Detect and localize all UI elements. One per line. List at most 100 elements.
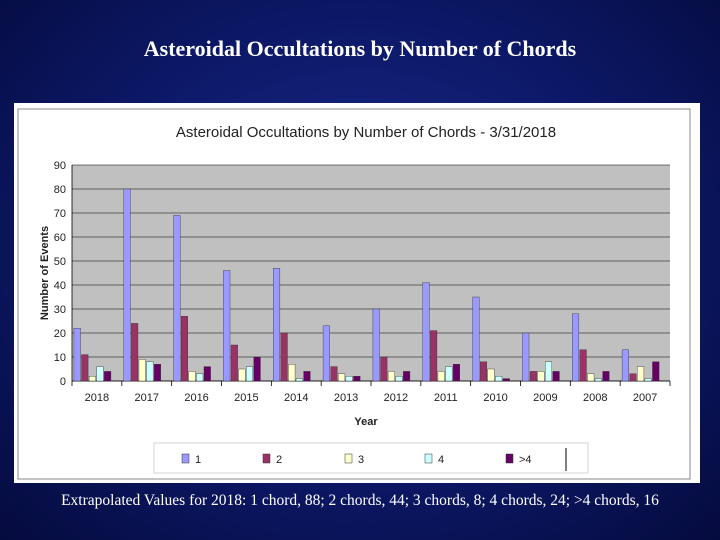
x-tick-label: 2007 bbox=[633, 392, 657, 404]
bar bbox=[188, 371, 196, 382]
bar bbox=[621, 349, 629, 382]
bar bbox=[403, 371, 411, 382]
bar bbox=[380, 356, 388, 382]
bar bbox=[273, 267, 281, 382]
legend-swatch bbox=[505, 453, 514, 464]
legend-box bbox=[153, 442, 589, 474]
bar bbox=[153, 364, 161, 382]
bar bbox=[338, 373, 346, 382]
bar bbox=[180, 315, 188, 382]
bar bbox=[479, 361, 487, 382]
bar bbox=[96, 366, 104, 382]
bar bbox=[495, 376, 503, 382]
legend-swatch bbox=[424, 453, 433, 464]
bar bbox=[246, 366, 254, 382]
bar bbox=[104, 371, 112, 382]
bar bbox=[288, 364, 296, 382]
slide-title: Asteroidal Occultations by Number of Cho… bbox=[143, 36, 577, 61]
legend-label: 1 bbox=[195, 454, 201, 466]
bar bbox=[552, 371, 560, 382]
bar bbox=[430, 330, 438, 382]
x-tick-label: 2017 bbox=[135, 392, 159, 404]
bar bbox=[437, 371, 445, 382]
legend-swatch bbox=[181, 453, 190, 464]
y-axis-label: Number of Events bbox=[39, 226, 51, 320]
bar bbox=[303, 371, 311, 382]
bar bbox=[253, 356, 261, 382]
bar bbox=[280, 332, 288, 382]
chart-panel: Asteroidal Occultations by Number of Cho… bbox=[14, 103, 700, 483]
x-tick-label: 2008 bbox=[583, 392, 607, 404]
bar bbox=[629, 373, 637, 382]
legend-label: 2 bbox=[276, 454, 282, 466]
x-tick-label: 2013 bbox=[334, 392, 358, 404]
legend-label: 3 bbox=[358, 454, 364, 466]
bar bbox=[322, 325, 330, 382]
bar bbox=[73, 327, 81, 382]
y-tick-label: 40 bbox=[54, 280, 66, 292]
bar bbox=[587, 373, 595, 382]
bar bbox=[173, 215, 181, 382]
footer-note: Extrapolated Values for 2018: 1 chord, 8… bbox=[61, 492, 659, 509]
bar bbox=[295, 378, 303, 382]
x-tick-label: 2009 bbox=[533, 392, 557, 404]
bar bbox=[537, 371, 545, 382]
x-tick-label: 2012 bbox=[384, 392, 408, 404]
bar bbox=[572, 313, 580, 382]
y-tick-label: 80 bbox=[54, 184, 66, 196]
x-tick-label: 2014 bbox=[284, 392, 308, 404]
bars bbox=[73, 188, 660, 382]
bar bbox=[223, 270, 231, 382]
y-tick-label: 90 bbox=[54, 160, 66, 172]
chart-frame bbox=[17, 108, 691, 480]
bar bbox=[652, 361, 660, 382]
bar bbox=[353, 376, 361, 382]
bar bbox=[452, 364, 460, 382]
y-tick-label: 10 bbox=[54, 352, 66, 364]
bar bbox=[594, 378, 602, 382]
legend-swatch bbox=[344, 453, 353, 464]
bar bbox=[138, 359, 146, 382]
bar bbox=[487, 368, 495, 382]
x-tick-label: 2015 bbox=[234, 392, 258, 404]
x-tick-label: 2011 bbox=[434, 392, 458, 404]
bar bbox=[81, 354, 89, 382]
bar bbox=[196, 373, 204, 382]
bar bbox=[123, 188, 131, 382]
bar bbox=[445, 366, 453, 382]
bar bbox=[146, 361, 154, 382]
bar bbox=[502, 378, 510, 382]
y-tick-label: 20 bbox=[54, 328, 66, 340]
y-tick-label: 70 bbox=[54, 208, 66, 220]
bar bbox=[203, 366, 211, 382]
bar bbox=[545, 361, 553, 382]
chart-title: Asteroidal Occultations by Number of Cho… bbox=[176, 124, 556, 141]
x-tick-label: 2018 bbox=[85, 392, 109, 404]
y-tick-label: 60 bbox=[54, 232, 66, 244]
legend-label: >4 bbox=[519, 454, 532, 466]
bar bbox=[579, 349, 587, 382]
x-tick-label: 2016 bbox=[184, 392, 208, 404]
bar bbox=[637, 366, 645, 382]
bar bbox=[529, 371, 537, 382]
bar bbox=[422, 282, 430, 382]
grid-lines bbox=[71, 164, 671, 386]
legend-label: 4 bbox=[438, 454, 444, 466]
bar-chart: Asteroidal Occultations by Number of Cho… bbox=[17, 108, 691, 480]
legend-swatch bbox=[262, 453, 271, 464]
plot-area bbox=[72, 165, 670, 381]
legend: 1 2 3 4 >4 bbox=[153, 442, 589, 474]
bar bbox=[345, 376, 353, 382]
bar bbox=[644, 378, 652, 382]
y-tick-label: 50 bbox=[54, 256, 66, 268]
bar bbox=[522, 332, 530, 382]
bar bbox=[602, 371, 610, 382]
bar bbox=[330, 366, 338, 382]
bar bbox=[238, 368, 246, 382]
bar bbox=[395, 376, 403, 382]
bar bbox=[372, 308, 380, 382]
y-tick-label: 0 bbox=[60, 376, 66, 388]
bar bbox=[230, 344, 238, 382]
y-tick-label: 30 bbox=[54, 304, 66, 316]
x-tick-label: 2010 bbox=[483, 392, 507, 404]
